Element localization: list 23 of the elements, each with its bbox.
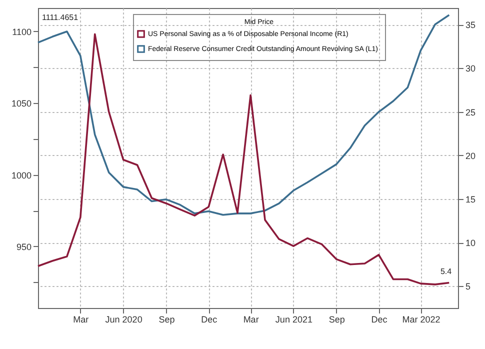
x-tick-label: Jun 2021 — [275, 314, 312, 324]
y2-tick-label: 20 — [466, 150, 476, 161]
y2-tick-label: 25 — [466, 107, 476, 118]
y2-tick-label: 30 — [466, 64, 476, 74]
x-tick-label: Mar — [243, 314, 259, 324]
y-tick-label: 1000 — [11, 170, 32, 180]
x-tick-label: Sep — [158, 314, 175, 324]
x-tick-label: Sep — [328, 314, 345, 324]
y-tick-label: 1050 — [11, 98, 32, 109]
x-tick-label: Mar — [73, 314, 89, 324]
annotation: 1111.4651 — [42, 13, 79, 22]
x-tick-label: Dec — [371, 314, 388, 324]
y2-tick-label: 35 — [466, 20, 476, 30]
x-tick-label: Jun 2020 — [105, 314, 142, 324]
y2-tick-label: 10 — [466, 238, 476, 248]
annotation: 5.4 — [440, 267, 452, 276]
y-tick-label: 950 — [16, 242, 32, 252]
y2-tick-label: 5 — [466, 282, 471, 292]
x-tick-label: Dec — [201, 314, 218, 324]
y-tick-label: 1100 — [12, 26, 32, 37]
line-series — [37, 14, 450, 216]
y2-tick-label: 15 — [466, 194, 476, 204]
x-tick-label: Mar 2022 — [402, 314, 440, 324]
